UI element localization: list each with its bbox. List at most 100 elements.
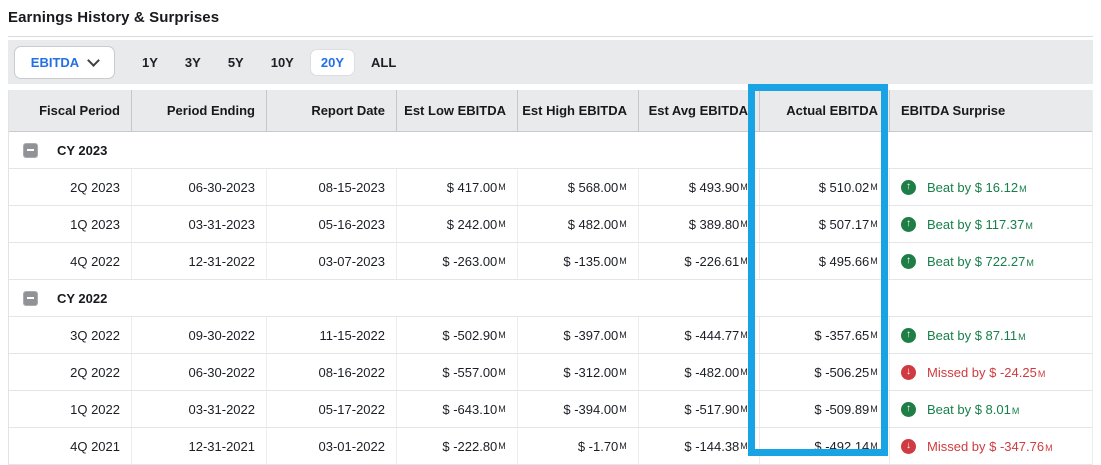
range-button-3y[interactable]: 3Y [174,49,212,76]
est-high-ebitda-cell: $ 482.00 M [517,206,638,242]
table-row: 1Q 2022 03-31-2022 05-17-2022 $ -643.10 M… [9,391,1092,428]
est-low-ebitda-cell: $ -557.00 M [396,354,517,390]
group-label: CY 2022 [57,290,108,306]
column-header-fiscal-period: Fiscal Period [39,103,120,118]
est-low-ebitda-cell: $ 417.00 M [396,169,517,205]
est-low-ebitda-cell: $ -263.00 M [396,243,517,279]
est-high-ebitda-cell: $ -394.00 M [517,391,638,427]
range-button-all[interactable]: ALL [360,49,407,76]
toolbar: EBITDA 1Y 3Y 5Y 10Y 20Y ALL [8,40,1093,84]
table-row: 2Q 2023 06-30-2023 08-15-2023 $ 417.00 M … [9,169,1092,206]
actual-ebitda-cell: $ -509.89 M [759,391,889,427]
actual-ebitda-cell: $ 507.17 M [759,206,889,242]
minus-glyph [27,149,34,151]
table-row: 4Q 2021 12-31-2021 03-01-2022 $ -222.80 M… [9,428,1092,465]
arrow-up-circle-icon: ↑ [901,327,916,343]
arrow-up-circle-icon: ↑ [901,253,916,269]
est-avg-ebitda-cell: $ -517.90 M [638,391,759,427]
earnings-table: Fiscal Period Period Ending Report Date … [8,90,1093,465]
est-avg-ebitda-cell: $ -482.00 M [638,354,759,390]
page-title: Earnings History & Surprises [8,9,220,26]
chevron-down-icon [87,53,101,67]
table-body: CY 2023 2Q 2023 06-30-2023 08-15-2023 $ … [9,132,1092,465]
est-low-ebitda-cell: $ 242.00 M [396,206,517,242]
report-date-cell: 03-01-2022 [266,428,396,464]
fiscal-period-cell: 3Q 2022 [70,327,120,343]
est-avg-ebitda-cell: $ 493.90 M [638,169,759,205]
report-date-cell: 05-16-2023 [266,206,396,242]
est-low-ebitda-cell: $ -502.90 M [396,317,517,353]
report-date-cell: 05-17-2022 [266,391,396,427]
column-header-surprise: EBITDA Surprise [889,90,1092,131]
period-ending-cell: 03-31-2023 [131,206,266,242]
est-avg-ebitda-cell: $ 389.80 M [638,206,759,242]
arrow-up-circle-icon: ↑ [901,216,916,232]
est-avg-ebitda-cell: $ -444.77 M [638,317,759,353]
column-header-est-avg: Est Avg EBITDA [638,90,759,131]
table-row: 2Q 2022 06-30-2022 08-16-2022 $ -557.00 M… [9,354,1092,391]
metric-dropdown[interactable]: EBITDA [14,45,115,79]
table-row: 3Q 2022 09-30-2022 11-15-2022 $ -502.90 M… [9,317,1092,354]
est-low-ebitda-cell: $ -222.80 M [396,428,517,464]
period-ending-cell: 12-31-2021 [131,428,266,464]
column-header-actual: Actual EBITDA [759,90,889,131]
est-high-ebitda-cell: $ -397.00 M [517,317,638,353]
est-high-ebitda-cell: $ -1.70 M [517,428,638,464]
collapse-icon[interactable] [23,142,38,158]
fiscal-period-cell: 4Q 2022 [70,253,120,269]
column-header-period-ending: Period Ending [131,90,266,131]
range-toggle-group: 1Y 3Y 5Y 10Y 20Y ALL [131,48,407,76]
ebitda-surprise-cell: ↓ Missed by $ -347.76M [889,428,1092,464]
range-button-1y[interactable]: 1Y [131,49,169,76]
column-header-report-date: Report Date [266,90,396,131]
report-date-cell: 08-16-2022 [266,354,396,390]
ebitda-surprise-cell: ↓ Missed by $ -24.25M [889,354,1092,390]
report-date-cell: 08-15-2023 [266,169,396,205]
ebitda-surprise-cell: ↑ Beat by $ 8.01M [889,391,1092,427]
arrow-down-circle-icon: ↓ [901,364,916,380]
ebitda-surprise-cell: ↑ Beat by $ 16.12M [889,169,1092,205]
arrow-up-circle-icon: ↑ [901,401,916,417]
fiscal-period-cell: 1Q 2023 [70,216,120,232]
column-header-est-low: Est Low EBITDA [396,90,517,131]
actual-ebitda-cell: $ 495.66 M [759,243,889,279]
fiscal-period-cell: 2Q 2023 [70,179,120,195]
collapse-icon[interactable] [23,290,38,306]
minus-glyph [27,297,34,299]
est-avg-ebitda-cell: $ -144.38 M [638,428,759,464]
est-high-ebitda-cell: $ -135.00 M [517,243,638,279]
table-row: 1Q 2023 03-31-2023 05-16-2023 $ 242.00 M … [9,206,1092,243]
actual-ebitda-cell: $ -357.65 M [759,317,889,353]
arrow-down-circle-icon: ↓ [901,438,916,454]
range-button-20y[interactable]: 20Y [309,48,355,76]
ebitda-surprise-cell: ↑ Beat by $ 87.11M [889,317,1092,353]
fiscal-period-cell: 1Q 2022 [70,401,120,417]
period-ending-cell: 03-31-2022 [131,391,266,427]
actual-ebitda-cell: $ 510.02 M [759,169,889,205]
ebitda-surprise-cell: ↑ Beat by $ 722.27M [889,243,1092,279]
range-button-5y[interactable]: 5Y [217,49,255,76]
est-avg-ebitda-cell: $ -226.61 M [638,243,759,279]
range-button-10y[interactable]: 10Y [260,49,305,76]
period-ending-cell: 06-30-2022 [131,354,266,390]
report-date-cell: 11-15-2022 [266,317,396,353]
actual-ebitda-cell: $ -492.14 M [759,428,889,464]
metric-dropdown-label: EBITDA [30,54,80,70]
fiscal-period-cell: 2Q 2022 [70,364,120,380]
column-header-est-high: Est High EBITDA [517,90,638,131]
actual-ebitda-cell: $ -506.25 M [759,354,889,390]
period-ending-cell: 12-31-2022 [131,243,266,279]
arrow-up-circle-icon: ↑ [901,179,916,195]
est-high-ebitda-cell: $ 568.00 M [517,169,638,205]
fiscal-period-cell: 4Q 2021 [70,438,120,454]
est-high-ebitda-cell: $ -312.00 M [517,354,638,390]
group-label: CY 2023 [57,142,108,158]
group-row[interactable]: CY 2022 [9,280,1092,317]
est-low-ebitda-cell: $ -643.10 M [396,391,517,427]
group-row[interactable]: CY 2023 [9,132,1092,169]
table-header-row: Fiscal Period Period Ending Report Date … [9,90,1092,132]
period-ending-cell: 09-30-2022 [131,317,266,353]
ebitda-surprise-cell: ↑ Beat by $ 117.37M [889,206,1092,242]
table-row: 4Q 2022 12-31-2022 03-07-2023 $ -263.00 M… [9,243,1092,280]
report-date-cell: 03-07-2023 [266,243,396,279]
